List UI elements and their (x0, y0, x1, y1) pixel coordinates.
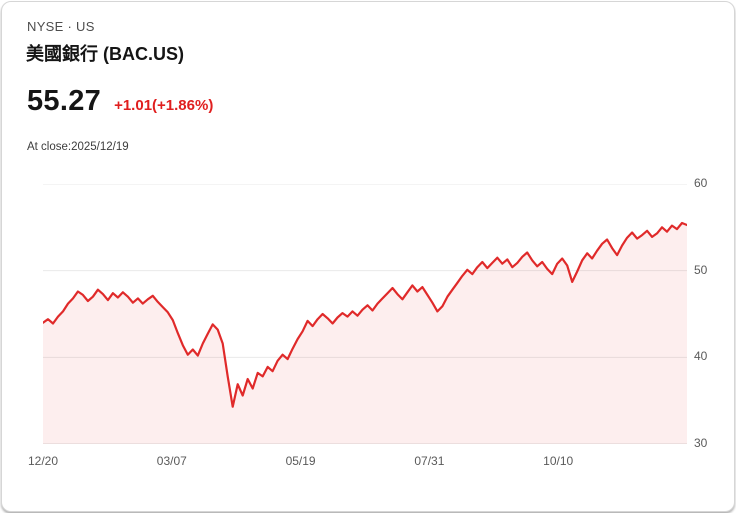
x-tick-label: 05/19 (285, 454, 316, 468)
as-of-label: At close:2025/12/19 (27, 141, 129, 153)
stock-title: 美國銀行 (BAC.US) (26, 44, 184, 64)
y-tick-label: 50 (694, 262, 708, 277)
y-tick-label: 60 (694, 176, 708, 190)
x-tick-label: 10/10 (543, 454, 574, 468)
y-tick-label: 40 (694, 349, 708, 364)
price-change: +1.01(+1.86%) (114, 97, 214, 114)
price-chart[interactable] (43, 184, 687, 444)
x-tick-label: 12/20 (27, 454, 59, 468)
last-price: 55.27 (27, 85, 102, 117)
price-row: 55.27 +1.01(+1.86%) (27, 85, 213, 118)
x-tick-label: 03/07 (156, 454, 187, 468)
exchange-label: NYSE · US (27, 19, 95, 34)
x-tick-label: 07/31 (414, 454, 445, 468)
y-tick-label: 30 (694, 436, 708, 450)
